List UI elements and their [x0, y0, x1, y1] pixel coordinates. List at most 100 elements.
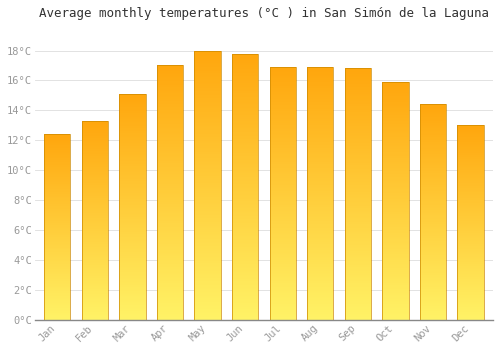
Bar	[307, 225, 334, 226]
Bar	[307, 267, 334, 268]
Bar	[344, 305, 371, 306]
Bar	[420, 207, 446, 208]
Bar	[157, 97, 183, 99]
Bar	[382, 252, 408, 253]
Bar	[232, 63, 258, 64]
Bar	[82, 301, 108, 302]
Bar	[307, 230, 334, 231]
Bar	[232, 147, 258, 148]
Bar	[120, 212, 146, 214]
Bar	[120, 311, 146, 312]
Bar	[120, 264, 146, 265]
Bar	[382, 238, 408, 239]
Bar	[232, 152, 258, 153]
Bar	[157, 235, 183, 236]
Bar	[157, 272, 183, 273]
Bar	[194, 165, 220, 166]
Bar	[307, 110, 334, 111]
Bar	[458, 145, 483, 146]
Bar	[232, 161, 258, 163]
Bar	[458, 245, 483, 246]
Bar	[44, 244, 70, 245]
Bar	[157, 157, 183, 158]
Bar	[120, 210, 146, 211]
Bar	[270, 200, 296, 201]
Bar	[307, 164, 334, 166]
Bar	[382, 138, 408, 139]
Bar	[420, 184, 446, 185]
Bar	[120, 224, 146, 225]
Bar	[157, 288, 183, 289]
Bar	[307, 68, 334, 70]
Bar	[382, 237, 408, 238]
Bar	[157, 82, 183, 83]
Bar	[82, 191, 108, 193]
Bar	[44, 291, 70, 292]
Bar	[157, 115, 183, 116]
Bar	[307, 305, 334, 306]
Bar	[420, 173, 446, 174]
Bar	[232, 290, 258, 292]
Bar	[344, 69, 371, 70]
Bar	[194, 307, 220, 308]
Bar	[344, 260, 371, 261]
Bar	[232, 173, 258, 175]
Bar	[344, 268, 371, 270]
Bar	[194, 131, 220, 133]
Bar	[120, 125, 146, 126]
Bar	[307, 180, 334, 181]
Bar	[420, 116, 446, 117]
Bar	[458, 230, 483, 231]
Bar	[44, 282, 70, 283]
Bar	[382, 275, 408, 276]
Bar	[270, 101, 296, 103]
Bar	[82, 265, 108, 266]
Bar	[270, 71, 296, 72]
Bar	[382, 284, 408, 286]
Bar	[307, 89, 334, 90]
Bar	[307, 187, 334, 188]
Bar	[120, 314, 146, 315]
Bar	[270, 260, 296, 262]
Bar	[194, 95, 220, 96]
Bar	[120, 170, 146, 171]
Bar	[307, 168, 334, 169]
Bar	[382, 95, 408, 96]
Bar	[270, 121, 296, 122]
Bar	[194, 99, 220, 100]
Bar	[458, 287, 483, 288]
Bar	[232, 187, 258, 188]
Bar	[194, 92, 220, 93]
Bar	[420, 201, 446, 202]
Bar	[270, 154, 296, 155]
Bar	[44, 189, 70, 190]
Bar	[344, 183, 371, 184]
Bar	[120, 237, 146, 239]
Bar	[307, 210, 334, 211]
Bar	[82, 276, 108, 277]
Bar	[82, 250, 108, 251]
Bar	[194, 199, 220, 200]
Bar	[344, 91, 371, 92]
Bar	[344, 155, 371, 156]
Bar	[120, 306, 146, 308]
Bar	[157, 207, 183, 208]
Bar	[458, 183, 483, 184]
Bar	[270, 106, 296, 107]
Bar	[458, 294, 483, 295]
Bar	[307, 256, 334, 257]
Bar	[307, 268, 334, 270]
Bar	[307, 103, 334, 104]
Bar	[194, 152, 220, 153]
Bar	[232, 135, 258, 136]
Bar	[120, 229, 146, 230]
Bar	[82, 241, 108, 242]
Bar	[82, 216, 108, 217]
Bar	[82, 270, 108, 271]
Bar	[120, 285, 146, 286]
Bar	[232, 184, 258, 186]
Bar	[82, 308, 108, 309]
Bar	[382, 310, 408, 312]
Bar	[120, 150, 146, 152]
Bar	[157, 264, 183, 265]
